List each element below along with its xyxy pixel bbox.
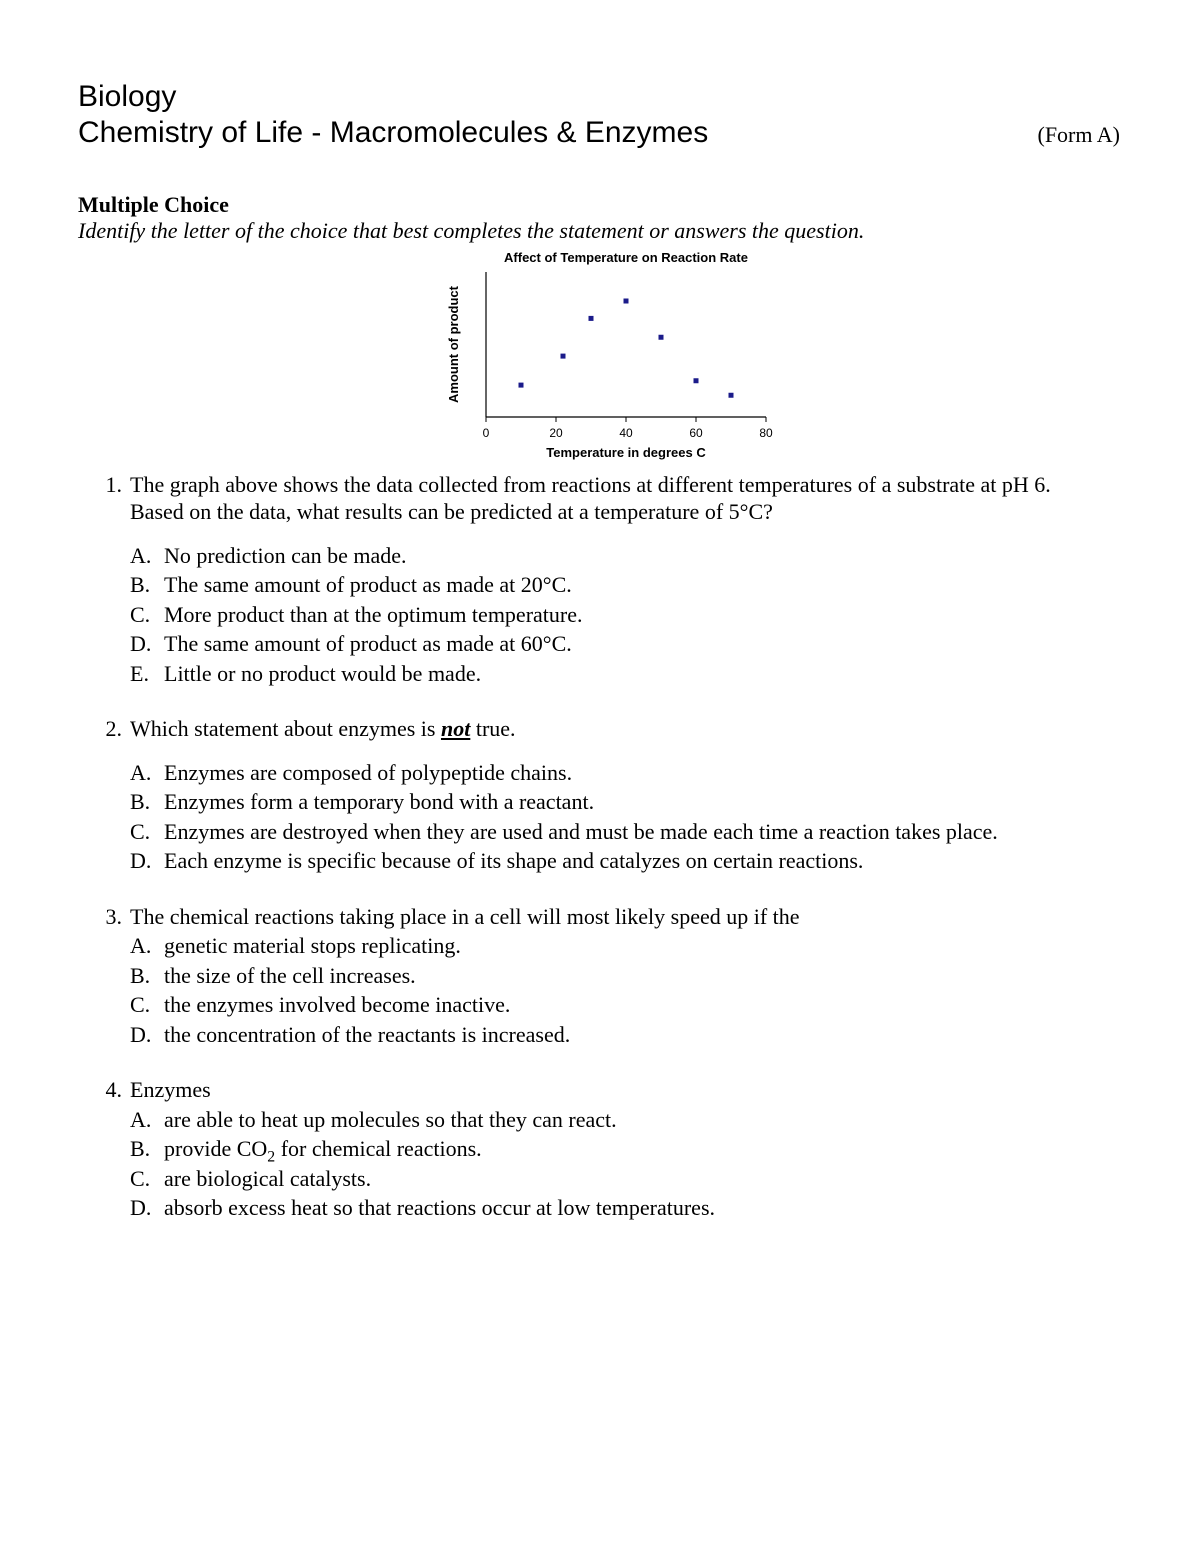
choice-text: Enzymes form a temporary bond with a rea… xyxy=(164,788,1130,816)
choice-letter: B. xyxy=(130,962,164,990)
svg-text:0: 0 xyxy=(483,426,490,440)
choices-list: A.are able to heat up molecules so that … xyxy=(130,1106,1130,1222)
choice-letter: D. xyxy=(130,630,164,658)
choice-row: A.genetic material stops replicating. xyxy=(130,932,1130,960)
choice-text: No prediction can be made. xyxy=(164,542,1130,570)
choice-letter: A. xyxy=(130,932,164,960)
choice-letter: C. xyxy=(130,818,164,846)
question-number: 3. xyxy=(98,903,130,931)
question-row: 3.The chemical reactions taking place in… xyxy=(98,903,1130,931)
choice-row: B.Enzymes form a temporary bond with a r… xyxy=(130,788,1130,816)
question-block: 2.Which statement about enzymes is not t… xyxy=(98,715,1130,875)
choice-letter: D. xyxy=(130,847,164,875)
choice-letter: C. xyxy=(130,991,164,1019)
choice-text: are able to heat up molecules so that th… xyxy=(164,1106,1130,1134)
svg-text:Amount of product: Amount of product xyxy=(446,285,461,403)
choice-letter: C. xyxy=(130,1165,164,1193)
choice-row: D.The same amount of product as made at … xyxy=(130,630,1130,658)
choice-letter: D. xyxy=(130,1021,164,1049)
choice-letter: A. xyxy=(130,542,164,570)
scatter-chart: Affect of Temperature on Reaction Rate 0 2… xyxy=(430,248,778,465)
choice-text: Enzymes are destroyed when they are used… xyxy=(164,818,1130,846)
svg-text:40: 40 xyxy=(619,426,633,440)
question-text: The graph above shows the data collected… xyxy=(130,471,1130,526)
section-heading: Multiple Choice xyxy=(78,192,1130,218)
svg-text:20: 20 xyxy=(549,426,563,440)
choice-letter: B. xyxy=(130,1135,164,1163)
question-number: 4. xyxy=(98,1076,130,1104)
choice-row: B.the size of the cell increases. xyxy=(130,962,1130,990)
svg-text:80: 80 xyxy=(759,426,773,440)
question-text: Which statement about enzymes is not tru… xyxy=(130,715,1130,743)
choice-text: The same amount of product as made at 60… xyxy=(164,630,1130,658)
section-instructions: Identify the letter of the choice that b… xyxy=(78,218,1130,244)
svg-text:60: 60 xyxy=(689,426,703,440)
question-row: 4.Enzymes xyxy=(98,1076,1130,1104)
svg-text:Temperature in degrees C: Temperature in degrees C xyxy=(546,445,706,460)
question-text: The chemical reactions taking place in a… xyxy=(130,903,1130,931)
choice-text: More product than at the optimum tempera… xyxy=(164,601,1130,629)
question-block: 4.EnzymesA.are able to heat up molecules… xyxy=(98,1076,1130,1222)
choice-letter: B. xyxy=(130,788,164,816)
question-number: 2. xyxy=(98,715,130,743)
question-text: Enzymes xyxy=(130,1076,1130,1104)
choice-text: the enzymes involved become inactive. xyxy=(164,991,1130,1019)
choices-list: A.genetic material stops replicating.B.t… xyxy=(130,932,1130,1048)
choice-row: A.No prediction can be made. xyxy=(130,542,1130,570)
question-block: 1.The graph above shows the data collect… xyxy=(98,471,1130,688)
choice-text: the size of the cell increases. xyxy=(164,962,1130,990)
header-row: Chemistry of Life - Macromolecules & Enz… xyxy=(78,116,1130,150)
choice-text: are biological catalysts. xyxy=(164,1165,1130,1193)
choice-row: C.the enzymes involved become inactive. xyxy=(130,991,1130,1019)
choice-row: D.absorb excess heat so that reactions o… xyxy=(130,1194,1130,1222)
choice-row: B.The same amount of product as made at … xyxy=(130,571,1130,599)
choice-row: C.are biological catalysts. xyxy=(130,1165,1130,1193)
choice-row: D.Each enzyme is specific because of its… xyxy=(130,847,1130,875)
svg-text:Affect of Temperature on React: Affect of Temperature on Reaction Rate xyxy=(504,250,748,265)
choice-row: D.the concentration of the reactants is … xyxy=(130,1021,1130,1049)
choice-text: Each enzyme is specific because of its s… xyxy=(164,847,1130,875)
choice-text: The same amount of product as made at 20… xyxy=(164,571,1130,599)
choice-row: A.Enzymes are composed of polypeptide ch… xyxy=(130,759,1130,787)
choice-letter: C. xyxy=(130,601,164,629)
choice-text: Little or no product would be made. xyxy=(164,660,1130,688)
question-number: 1. xyxy=(98,471,130,526)
choice-row: C.Enzymes are destroyed when they are us… xyxy=(130,818,1130,846)
choice-text: provide CO2 for chemical reactions. xyxy=(164,1135,1130,1163)
question-row: 2.Which statement about enzymes is not t… xyxy=(98,715,1130,743)
choice-text: Enzymes are composed of polypeptide chai… xyxy=(164,759,1130,787)
choice-letter: B. xyxy=(130,571,164,599)
choice-text: genetic material stops replicating. xyxy=(164,932,1130,960)
choice-row: E.Little or no product would be made. xyxy=(130,660,1130,688)
worksheet-title: Chemistry of Life - Macromolecules & Enz… xyxy=(78,116,708,150)
choice-row: C.More product than at the optimum tempe… xyxy=(130,601,1130,629)
choice-text: the concentration of the reactants is in… xyxy=(164,1021,1130,1049)
choice-letter: E. xyxy=(130,660,164,688)
questions-list: 1.The graph above shows the data collect… xyxy=(98,471,1130,1222)
choices-list: A.Enzymes are composed of polypeptide ch… xyxy=(130,759,1130,875)
form-label: (Form A) xyxy=(1038,122,1131,148)
question-row: 1.The graph above shows the data collect… xyxy=(98,471,1130,526)
choice-letter: A. xyxy=(130,759,164,787)
choices-list: A.No prediction can be made.B.The same a… xyxy=(130,542,1130,688)
choice-letter: D. xyxy=(130,1194,164,1222)
emphasis-not: not xyxy=(441,716,470,741)
choice-row: B.provide CO2 for chemical reactions. xyxy=(130,1135,1130,1163)
question-block: 3.The chemical reactions taking place in… xyxy=(98,903,1130,1049)
choice-letter: A. xyxy=(130,1106,164,1134)
course-title: Biology xyxy=(78,78,1130,116)
choice-row: A.are able to heat up molecules so that … xyxy=(130,1106,1130,1134)
chart-container: Affect of Temperature on Reaction Rate 0 2… xyxy=(78,248,1130,465)
choice-text: absorb excess heat so that reactions occ… xyxy=(164,1194,1130,1222)
